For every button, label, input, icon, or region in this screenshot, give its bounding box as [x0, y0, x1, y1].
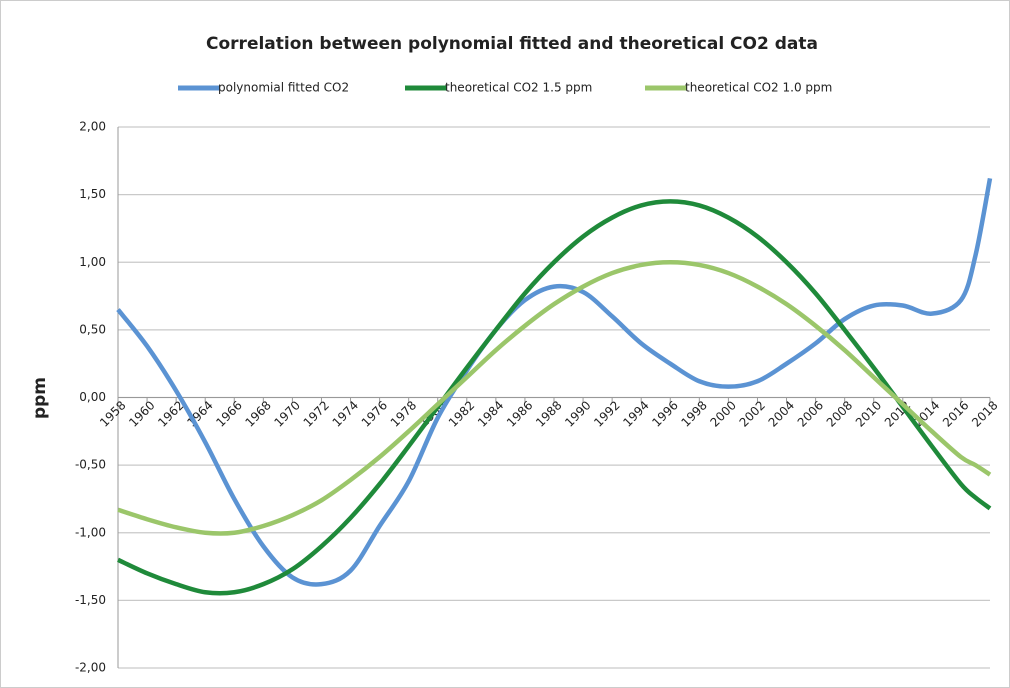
y-tick-label: 0,00 [79, 390, 106, 404]
y-axis-label: ppm [30, 377, 50, 419]
legend-label: theoretical CO2 1.5 ppm [445, 81, 592, 95]
series-line [116, 177, 993, 587]
y-tick-label: 0,50 [79, 322, 106, 336]
y-tick-label: 1,50 [79, 187, 106, 201]
legend-label: polynomial fitted CO2 [218, 81, 349, 95]
y-tick-label: -0,50 [75, 458, 106, 472]
y-tick-label: -1,50 [75, 593, 106, 607]
y-tick-label: -2,00 [75, 661, 106, 675]
y-tick-label: 1,00 [79, 255, 106, 269]
y-tick-label: -1,00 [75, 525, 106, 539]
series-line [117, 260, 992, 536]
chart-title: Correlation between polynomial fitted an… [206, 34, 818, 54]
series-line [117, 199, 992, 596]
y-tick-label: 2,00 [79, 120, 106, 134]
legend-label: theoretical CO2 1.0 ppm [685, 81, 832, 95]
